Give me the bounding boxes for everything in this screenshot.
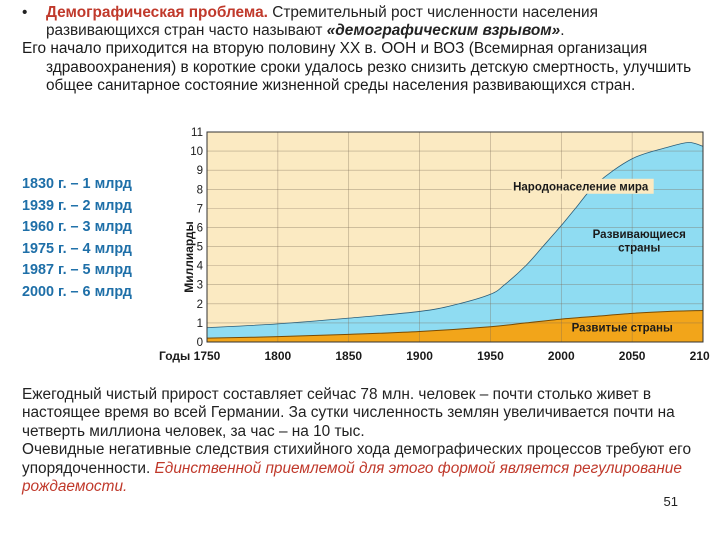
x-tick-label: 2000 — [548, 349, 575, 363]
population-chart: 0 1 2 3 4 5 6 7 8 9 10 11 1750 1800 1850 1900 1950 2000 20… — [159, 127, 710, 363]
x-tick-label: 1850 — [335, 349, 362, 363]
developed-countries-area — [207, 310, 703, 342]
page-number: 51 — [663, 494, 678, 509]
heading-emphasis: «демографическим взрывом» — [326, 22, 561, 40]
heading-title: Демографическая проблема. — [46, 4, 268, 21]
milestone-item: 1830 г. – 1 млрд — [22, 176, 132, 192]
x-tick-label: 1750 — [194, 349, 221, 363]
y-tick-label: 3 — [197, 280, 203, 292]
intro-paragraph: Его начало приходится на вторую половину… — [22, 40, 692, 94]
heading-end: . — [560, 22, 565, 40]
y-tick-label: 6 — [197, 222, 203, 234]
developing-countries-label: страны — [618, 242, 660, 254]
y-tick-label: 11 — [191, 127, 203, 139]
y-tick-label: 8 — [197, 184, 203, 196]
developed-countries-label: Развитые страны — [572, 323, 673, 335]
conclusion-paragraph-2: Очевидные негативные следствия стихийног… — [22, 441, 702, 496]
x-tick-label: 2050 — [619, 349, 646, 363]
developed-countries-line — [206, 310, 704, 339]
heading-text: Стремительный рост численности населения… — [46, 4, 598, 40]
conclusion-plain-text: Очевидные негативные следствия стихийног… — [22, 441, 692, 477]
milestones-list: 1830 г. – 1 млрд 1939 г. – 2 млрд 1960 г… — [22, 174, 132, 304]
developing-countries-label: Развивающиеся — [593, 229, 686, 241]
world-population-area — [207, 142, 703, 342]
y-tick-label: 1 — [197, 318, 203, 330]
world-label-bg — [511, 178, 654, 194]
conclusion-paragraph-1: Ежегодный чистый прирост составляет сейч… — [22, 386, 675, 440]
conclusion-text-block: Ежегодный чистый прирост составляет сейч… — [22, 386, 702, 496]
milestone-item: 2000 г. – 6 млрд — [22, 283, 132, 300]
x-tick-label: 2100 — [690, 349, 710, 363]
y-tick-label: 7 — [197, 203, 203, 215]
y-tick-label: 10 — [190, 146, 203, 158]
x-tick-label: 1900 — [406, 349, 433, 363]
y-tick-label: 2 — [197, 299, 203, 311]
plot-frame — [206, 131, 704, 343]
intro-text-block: • Демографическая проблема. Стремительный… — [22, 4, 702, 95]
x-axis-label: Годы — [159, 349, 190, 363]
y-tick-label: 9 — [197, 165, 203, 177]
milestone-item: 1960 г. – 3 млрд — [22, 219, 132, 236]
world-population-line — [206, 142, 704, 329]
milestone-item: 1975 г. – 4 млрд — [22, 240, 132, 257]
bullet-symbol: • — [22, 4, 28, 21]
heading-bullet: • Демографическая проблема. Стремительный… — [22, 4, 702, 40]
x-tick-label: 1800 — [265, 349, 292, 363]
y-tick-label: 4 — [197, 261, 204, 273]
milestone-item: 1939 г. – 2 млрд — [22, 197, 132, 214]
x-tick-label: 1950 — [477, 349, 504, 363]
y-tick-label: 5 — [197, 242, 203, 254]
conclusion-highlight: Единственной приемлемой для этого формой… — [22, 459, 682, 496]
world-population-label: Народонаселение мира — [513, 181, 649, 193]
y-tick-label: 0 — [197, 337, 203, 349]
y-axis-label: Миллиарды — [182, 221, 196, 293]
milestone-item: 1987 г. – 5 млрд — [22, 262, 132, 279]
